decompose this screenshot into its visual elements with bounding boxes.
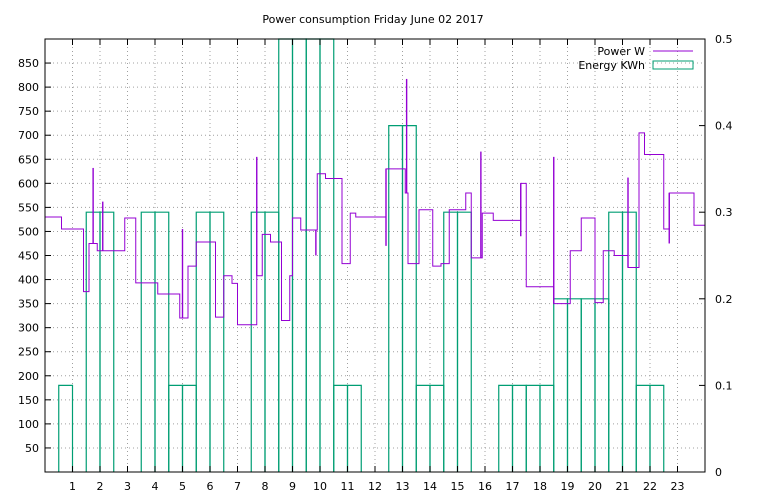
- grid: [45, 39, 705, 472]
- axes: 1 2 3 4 5 6 7 8 9 10 11 12 13 14 15 16 17 18 19 20 21 22 23501…: [18, 33, 733, 493]
- y-right-tick-label: 0.1: [715, 379, 733, 392]
- energy-box: [99, 211, 115, 472]
- x-tick-label: 1: [69, 480, 76, 493]
- energy-box: [195, 211, 211, 472]
- y-left-tick-label: 650: [18, 153, 39, 166]
- energy-box: [456, 211, 472, 472]
- y-left-tick-label: 450: [18, 250, 39, 263]
- energy-box: [319, 38, 335, 472]
- y-left-tick-label: 800: [18, 81, 39, 94]
- y-right-tick-label: 0.2: [715, 293, 733, 306]
- power-line: [45, 132, 705, 326]
- y-right-tick-label: 0: [715, 466, 722, 479]
- x-tick-label: 20: [588, 480, 602, 493]
- energy-box: [539, 384, 555, 472]
- energy-box: [264, 211, 280, 472]
- legend-label-energy: Energy KWh: [578, 59, 645, 72]
- y-left-tick-label: 350: [18, 298, 39, 311]
- energy-box: [154, 211, 170, 472]
- energy-box: [388, 124, 404, 472]
- y-left-tick-label: 550: [18, 201, 39, 214]
- y-left-tick-label: 750: [18, 105, 39, 118]
- legend: Power W Energy KWh: [578, 45, 694, 72]
- x-tick-label: 10: [313, 480, 327, 493]
- x-tick-label: 21: [616, 480, 630, 493]
- x-tick-label: 17: [506, 480, 520, 493]
- x-tick-label: 15: [451, 480, 465, 493]
- x-tick-label: 14: [423, 480, 437, 493]
- energy-box: [181, 384, 197, 472]
- energy-box: [209, 211, 225, 472]
- y-right-tick-label: 0.5: [715, 33, 733, 46]
- energy-box: [553, 298, 569, 472]
- energy-box: [594, 298, 610, 472]
- energy-box: [250, 211, 266, 472]
- y-left-tick-label: 300: [18, 322, 39, 335]
- series-power: [45, 78, 705, 326]
- x-tick-label: 22: [643, 480, 657, 493]
- x-tick-label: 6: [207, 480, 214, 493]
- x-tick-label: 4: [152, 480, 159, 493]
- energy-box: [635, 384, 651, 472]
- x-tick-label: 5: [179, 480, 186, 493]
- x-tick-label: 11: [341, 480, 355, 493]
- x-tick-label: 23: [671, 480, 685, 493]
- y-left-tick-label: 500: [18, 225, 39, 238]
- x-tick-label: 8: [262, 480, 269, 493]
- energy-box: [649, 384, 665, 472]
- x-tick-label: 9: [289, 480, 296, 493]
- y-left-tick-label: 600: [18, 177, 39, 190]
- legend-label-power: Power W: [597, 45, 645, 58]
- y-right-tick-label: 0.4: [715, 120, 733, 133]
- energy-box: [566, 298, 582, 472]
- y-left-tick-label: 100: [18, 418, 39, 431]
- energy-box: [333, 384, 349, 472]
- x-tick-label: 19: [561, 480, 575, 493]
- energy-box: [346, 384, 362, 472]
- energy-box: [58, 384, 74, 472]
- energy-box: [168, 384, 184, 472]
- energy-box: [525, 384, 541, 472]
- y-right-tick-label: 0.3: [715, 206, 733, 219]
- y-left-tick-label: 50: [25, 442, 39, 455]
- x-tick-label: 18: [533, 480, 547, 493]
- x-tick-label: 7: [234, 480, 241, 493]
- y-left-tick-label: 150: [18, 394, 39, 407]
- energy-box: [580, 298, 596, 472]
- x-tick-label: 12: [368, 480, 382, 493]
- x-tick-label: 3: [124, 480, 131, 493]
- y-left-tick-label: 200: [18, 370, 39, 383]
- energy-box: [443, 211, 459, 472]
- chart-title: Power consumption Friday June 02 2017: [262, 13, 483, 26]
- y-left-tick-label: 400: [18, 274, 39, 287]
- legend-swatch-energy: [652, 60, 694, 70]
- energy-box: [415, 384, 431, 472]
- energy-box: [498, 384, 514, 472]
- energy-box: [429, 384, 445, 472]
- y-left-tick-label: 700: [18, 129, 39, 142]
- x-tick-label: 13: [396, 480, 410, 493]
- y-left-tick-label: 250: [18, 346, 39, 359]
- x-tick-label: 16: [478, 480, 492, 493]
- energy-box: [291, 38, 307, 472]
- energy-box: [621, 211, 637, 472]
- energy-box: [511, 384, 527, 472]
- energy-box: [140, 211, 156, 472]
- energy-box: [401, 124, 417, 472]
- x-tick-label: 2: [97, 480, 104, 493]
- y-left-tick-label: 850: [18, 57, 39, 70]
